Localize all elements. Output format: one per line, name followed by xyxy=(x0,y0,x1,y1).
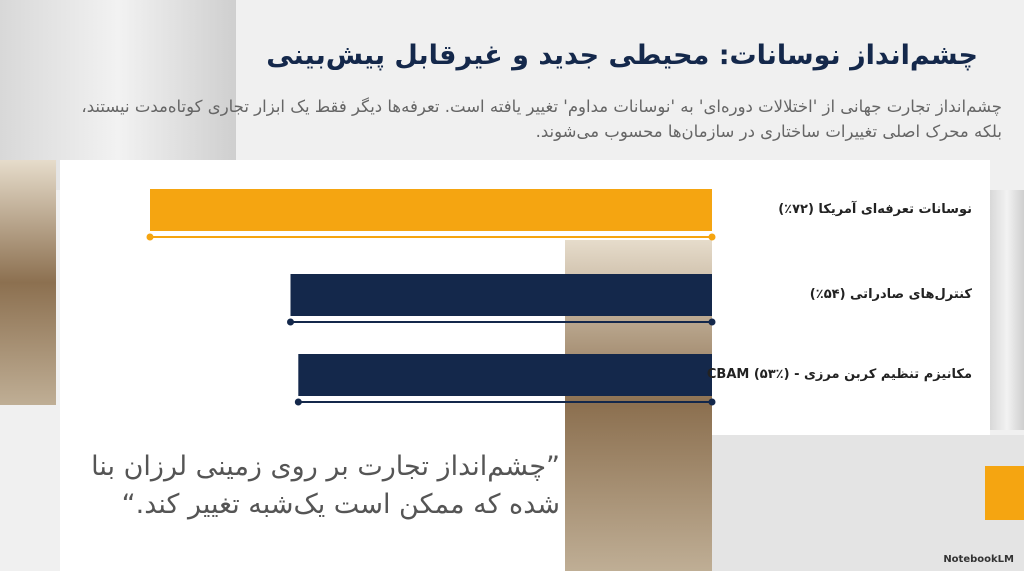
metal-strip xyxy=(990,190,1024,430)
bar-end-dot xyxy=(708,318,716,326)
bar-end-dot xyxy=(287,318,294,326)
bar xyxy=(290,274,712,316)
bar-end-dot xyxy=(708,233,716,241)
bar-end-dot xyxy=(708,398,716,406)
metal-panel xyxy=(0,0,236,190)
quote: ”چشم‌انداز تجارت بر روی زمینی لرزان بنا … xyxy=(91,451,560,520)
photo-left xyxy=(0,160,56,405)
footer: NotebookLM xyxy=(943,554,1014,565)
subtitle: چشم‌انداز تجارت جهانی از 'اختلالات دوره‌… xyxy=(81,97,1002,141)
title: چشم‌انداز نوسانات: محیطی جدید و غیرقابل … xyxy=(266,40,978,71)
bar-end-dot xyxy=(146,233,154,241)
bar xyxy=(298,354,712,396)
bar-end-dot xyxy=(294,398,302,406)
category-label: مکانیزم تنظیم کربن مرزی - CBAM (۵۳٪) xyxy=(706,367,972,382)
gray-panel xyxy=(712,435,1024,571)
accent-block xyxy=(985,466,1024,520)
category-label: کنترل‌های صادراتی (۵۴٪) xyxy=(809,287,972,302)
category-label: نوسانات تعرفه‌ای آمریکا (۷۲٪) xyxy=(778,202,972,217)
bar xyxy=(150,189,712,231)
